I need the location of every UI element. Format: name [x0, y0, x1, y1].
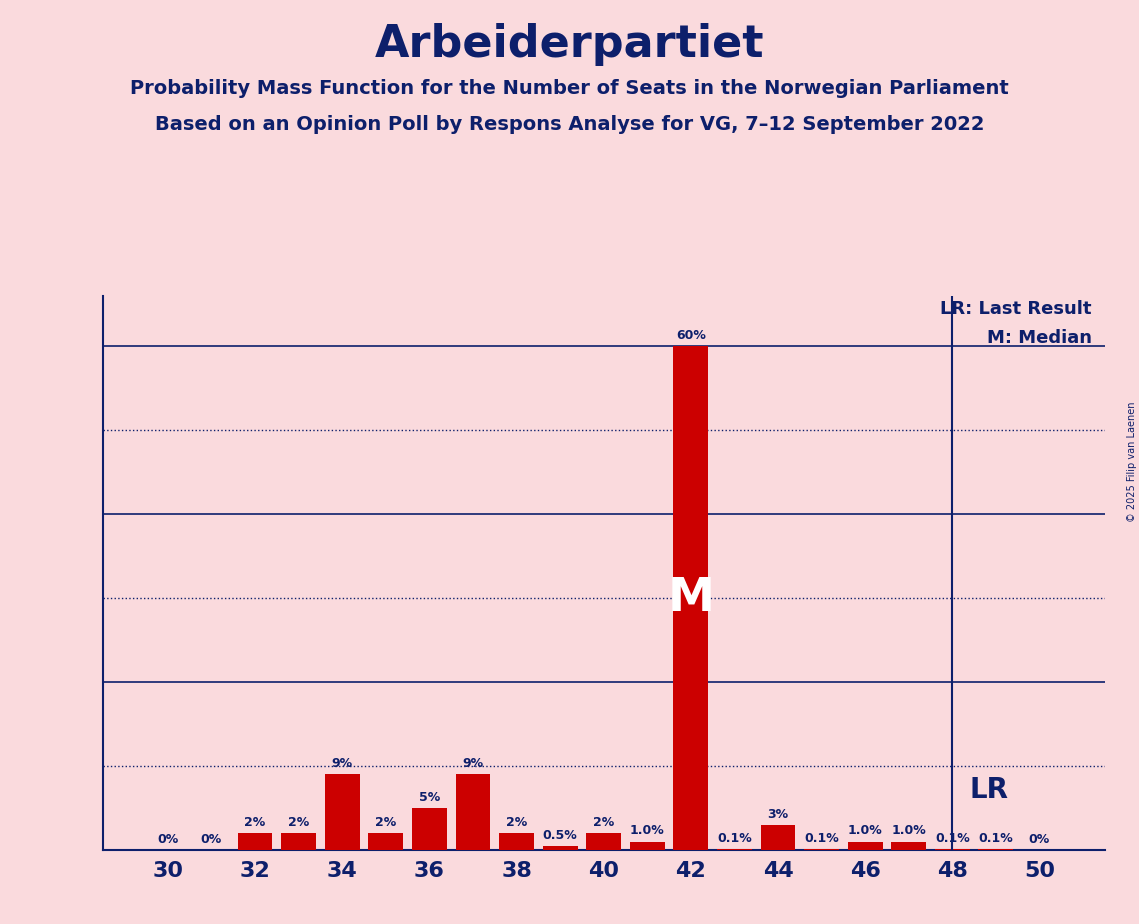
Text: 0%: 0% — [1029, 833, 1050, 845]
Text: M: M — [667, 576, 714, 621]
Bar — [499, 833, 534, 850]
Bar — [368, 833, 403, 850]
Text: LR: LR — [969, 776, 1009, 804]
Text: 0.5%: 0.5% — [542, 829, 577, 842]
Text: 5%: 5% — [419, 791, 440, 804]
Text: 60%: 60% — [675, 329, 706, 342]
Text: 0.1%: 0.1% — [718, 832, 752, 845]
Text: 2%: 2% — [506, 816, 527, 829]
Text: 0.1%: 0.1% — [804, 832, 839, 845]
Text: 0.1%: 0.1% — [978, 832, 1014, 845]
Text: © 2025 Filip van Laenen: © 2025 Filip van Laenen — [1126, 402, 1137, 522]
Bar — [238, 833, 272, 850]
Text: LR: Last Result: LR: Last Result — [941, 300, 1092, 318]
Text: 2%: 2% — [375, 816, 396, 829]
Bar — [673, 346, 708, 850]
Bar — [456, 774, 491, 850]
Text: Arbeiderpartiet: Arbeiderpartiet — [375, 23, 764, 67]
Bar — [412, 808, 446, 850]
Text: 2%: 2% — [593, 816, 614, 829]
Text: 0%: 0% — [157, 833, 179, 845]
Bar — [542, 845, 577, 850]
Text: 2%: 2% — [288, 816, 310, 829]
Text: 1.0%: 1.0% — [892, 824, 926, 837]
Bar — [892, 842, 926, 850]
Text: 0.1%: 0.1% — [935, 832, 969, 845]
Bar — [630, 842, 665, 850]
Bar — [761, 825, 795, 850]
Text: Based on an Opinion Poll by Respons Analyse for VG, 7–12 September 2022: Based on an Opinion Poll by Respons Anal… — [155, 116, 984, 135]
Text: M: Median: M: Median — [986, 329, 1092, 347]
Text: 1.0%: 1.0% — [630, 824, 665, 837]
Text: 3%: 3% — [768, 808, 788, 821]
Bar — [587, 833, 621, 850]
Bar — [847, 842, 883, 850]
Text: Probability Mass Function for the Number of Seats in the Norwegian Parliament: Probability Mass Function for the Number… — [130, 79, 1009, 98]
Text: 0%: 0% — [200, 833, 222, 845]
Text: 2%: 2% — [245, 816, 265, 829]
Text: 9%: 9% — [462, 758, 483, 771]
Bar — [325, 774, 360, 850]
Text: 1.0%: 1.0% — [847, 824, 883, 837]
Bar — [281, 833, 316, 850]
Text: 9%: 9% — [331, 758, 353, 771]
